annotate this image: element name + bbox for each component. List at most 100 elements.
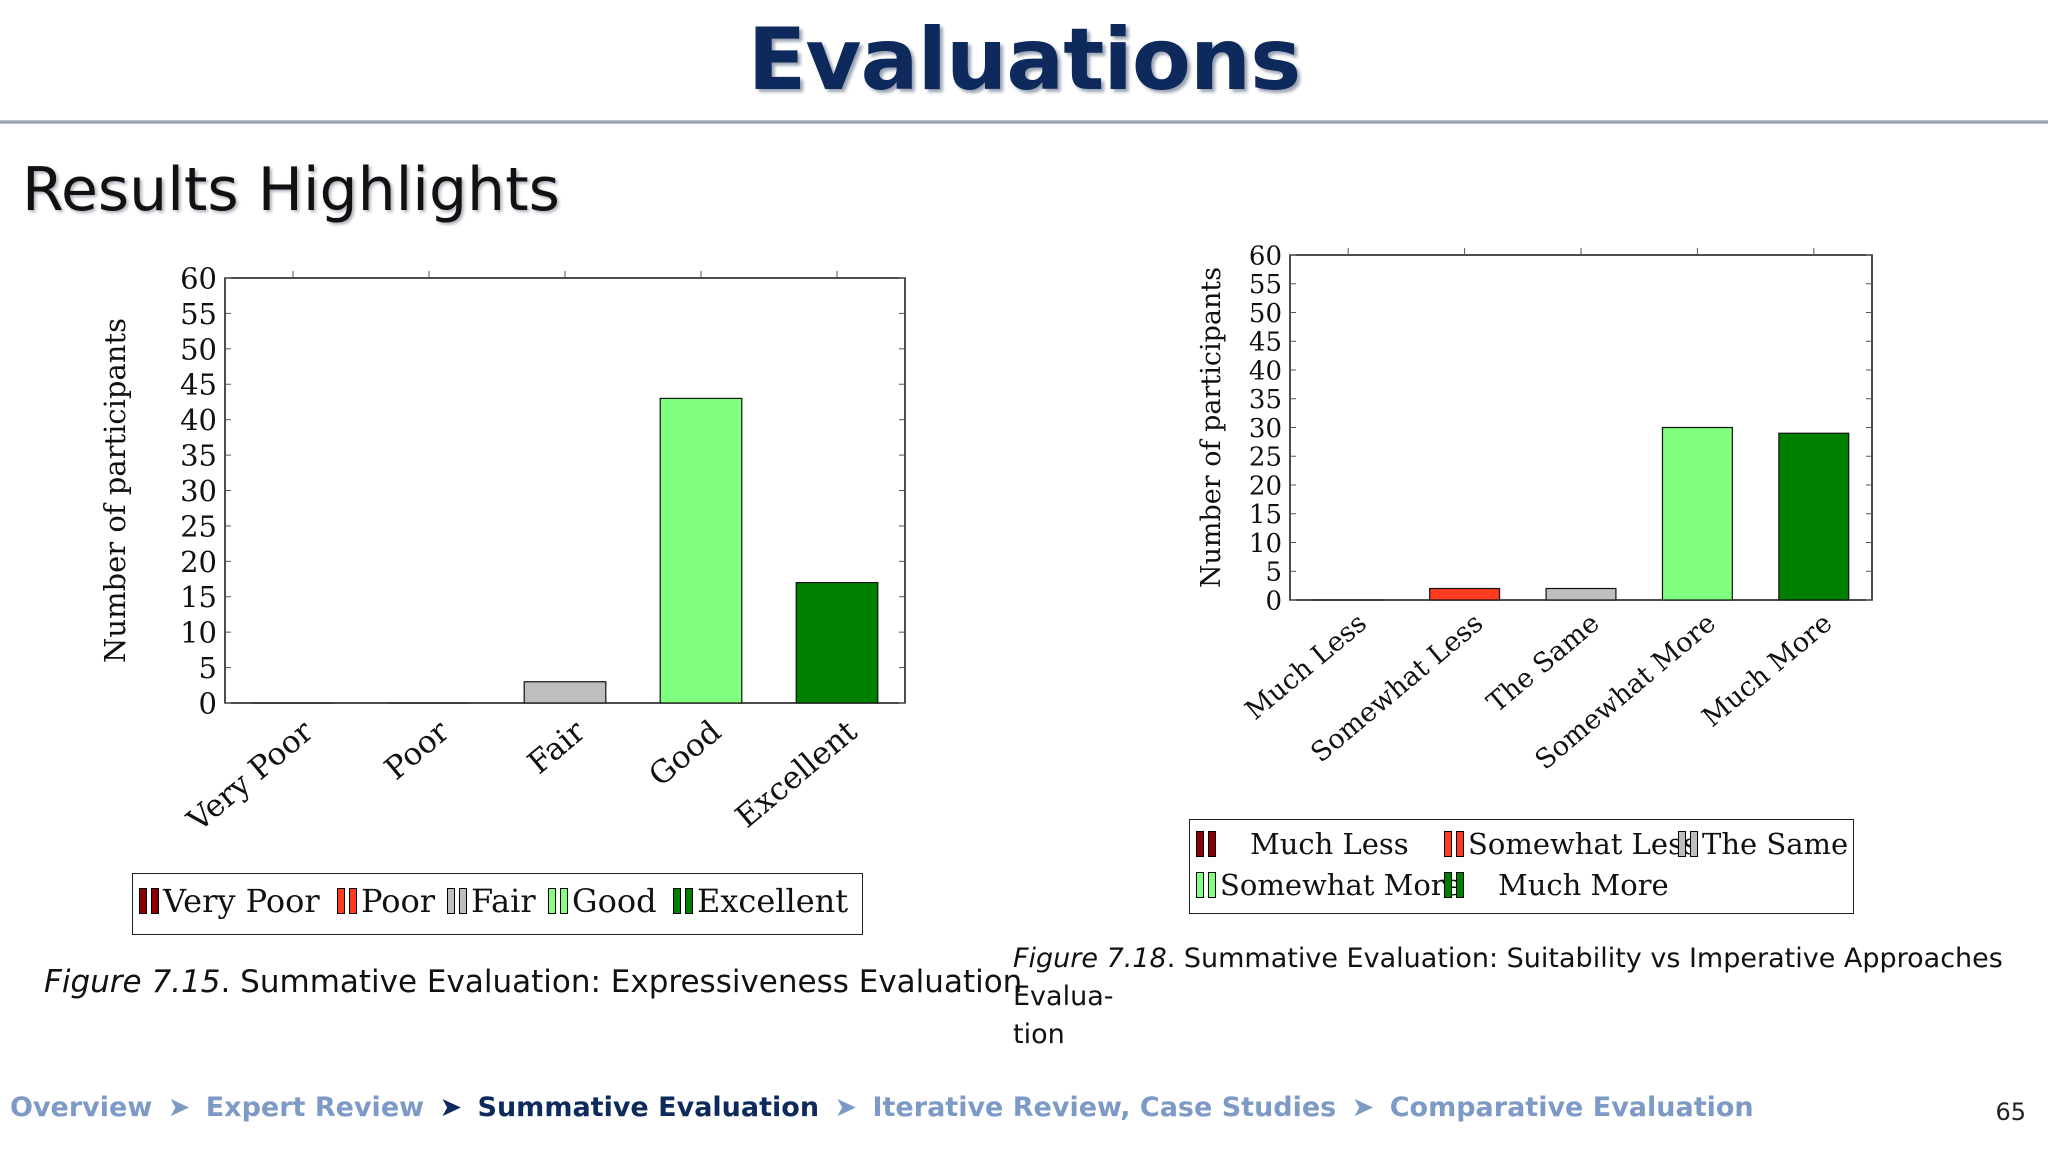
chart2-caption: Figure 7.18. Summative Evaluation: Suita… [1013, 940, 2033, 1054]
swatch-bar [1444, 872, 1452, 898]
swatch-bar [337, 888, 345, 914]
legend-item-good: Good [548, 882, 657, 920]
nav-summative-evaluation[interactable]: Summative Evaluation [477, 1092, 820, 1123]
y-tick-label: 55 [1249, 270, 1282, 300]
legend-label: Fair [471, 882, 536, 920]
page-number: 65 [1995, 1098, 2026, 1126]
nav-iterative-review[interactable]: Iterative Review, Case Studies [872, 1092, 1337, 1123]
legend-label: The Same [1702, 827, 1849, 861]
legend-item-fair: Fair [447, 882, 536, 920]
caption-figure-label: Figure 7.18 [1013, 943, 1167, 974]
legend-item-somewhat-more: Somewhat More [1196, 868, 1462, 902]
y-tick-label: 25 [180, 509, 217, 543]
caption-figure-label: Figure 7.15 [44, 964, 221, 1000]
legend-label: Excellent [697, 882, 849, 920]
legend-swatch-somewhat-more [1196, 872, 1216, 898]
swatch-bar [548, 888, 556, 914]
caption-text: . Summative Evaluation: Expressiveness E… [220, 964, 1023, 1000]
title-divider [0, 120, 2048, 124]
legend-label: Much Less [1250, 827, 1409, 861]
legend-label: Somewhat More [1220, 868, 1462, 902]
swatch-bar [1444, 831, 1452, 857]
y-tick-label: 60 [1249, 241, 1282, 271]
swatch-bar [685, 888, 693, 914]
swatch-bar [1208, 872, 1216, 898]
swatch-bar [1196, 872, 1204, 898]
y-tick-label: 55 [180, 297, 217, 331]
legend-swatch-good [548, 888, 568, 914]
legend-swatch-somewhat-less [1444, 831, 1464, 857]
swatch-bar [1690, 831, 1698, 857]
x-tick-label: Good [642, 714, 728, 794]
legend-item-much-less: Much Less [1196, 827, 1409, 861]
swatch-bar [139, 888, 147, 914]
x-tick-label: Excellent [729, 713, 865, 835]
swatch-bar [1678, 831, 1686, 857]
x-tick-label: Fair [521, 713, 592, 781]
swatch-bar [447, 888, 455, 914]
y-tick-label: 0 [1265, 586, 1282, 616]
y-tick-label: 0 [199, 686, 217, 720]
legend-swatch-the-same [1678, 831, 1698, 857]
y-axis-label: Number of participants [98, 318, 132, 663]
swatch-bar [560, 888, 568, 914]
legend-swatch-much-more [1444, 872, 1464, 898]
y-tick-label: 45 [1249, 328, 1282, 358]
y-tick-label: 5 [1265, 558, 1282, 588]
y-tick-label: 20 [1249, 471, 1282, 501]
swatch-bar [151, 888, 159, 914]
x-tick-label: Much More [1697, 608, 1839, 734]
y-tick-label: 35 [1249, 385, 1282, 415]
legend-label: Much More [1498, 868, 1669, 902]
slide-title: Evaluations [747, 10, 1302, 110]
legend-swatch-excellent [673, 888, 693, 914]
bar-somewhat-less [1429, 587, 1501, 601]
legend-item-the-same: The Same [1678, 827, 1848, 861]
caption-text: . Summative Evaluation: Suitability vs I… [1013, 943, 2003, 1012]
legend-swatch-poor [337, 888, 357, 914]
nav-comparative-evaluation[interactable]: Comparative Evaluation [1389, 1092, 1754, 1123]
legend-label: Very Poor [163, 882, 320, 920]
y-tick-label: 40 [180, 403, 217, 437]
x-tick-label: The Same [1481, 608, 1605, 719]
y-tick-label: 15 [1249, 500, 1282, 530]
swatch-bar [459, 888, 467, 914]
swatch-bar [1456, 872, 1464, 898]
nav-expert-review[interactable]: Expert Review [205, 1092, 425, 1123]
x-tick-label: Very Poor [180, 713, 320, 839]
legend-label: Somewhat Less [1468, 827, 1698, 861]
nav-separator-icon: ➤ [167, 1092, 191, 1123]
legend-swatch-very-poor [139, 888, 159, 914]
x-tick-label: Poor [378, 713, 456, 787]
nav-overview[interactable]: Overview [10, 1092, 153, 1123]
bar-excellent [795, 581, 879, 704]
caption-text-continued: tion [1013, 1019, 1065, 1050]
y-tick-label: 5 [199, 651, 217, 685]
y-tick-label: 25 [1249, 443, 1282, 473]
legend-item-excellent: Excellent [673, 882, 848, 920]
y-tick-label: 10 [1249, 529, 1282, 559]
y-tick-label: 20 [180, 545, 217, 579]
swatch-bar [1208, 831, 1216, 857]
y-tick-label: 60 [180, 261, 217, 295]
nav-separator-icon: ➤ [439, 1092, 463, 1123]
y-tick-label: 35 [180, 439, 217, 473]
bar-somewhat-more [1661, 426, 1733, 601]
bar-good [659, 397, 743, 704]
legend-label: Good [572, 882, 657, 920]
y-tick-label: 50 [180, 332, 217, 366]
swatch-bar [1196, 831, 1204, 857]
legend-item-poor: Poor [337, 882, 435, 920]
footer-navigation: Overview ➤ Expert Review ➤ Summative Eva… [10, 1092, 1754, 1123]
y-tick-label: 30 [1249, 414, 1282, 444]
y-tick-label: 15 [180, 580, 217, 614]
swatch-bar [673, 888, 681, 914]
bar-fair [523, 681, 607, 704]
legend-swatch-fair [447, 888, 467, 914]
legend-item-somewhat-less: Somewhat Less [1444, 827, 1698, 861]
bar-the-same [1545, 587, 1617, 601]
y-tick-label: 50 [1249, 299, 1282, 329]
chart1-legend: Very Poor Poor Fair Good Excellent [132, 873, 863, 935]
chart2-legend: Much Less Somewhat Less The Same Somewha… [1189, 819, 1854, 914]
